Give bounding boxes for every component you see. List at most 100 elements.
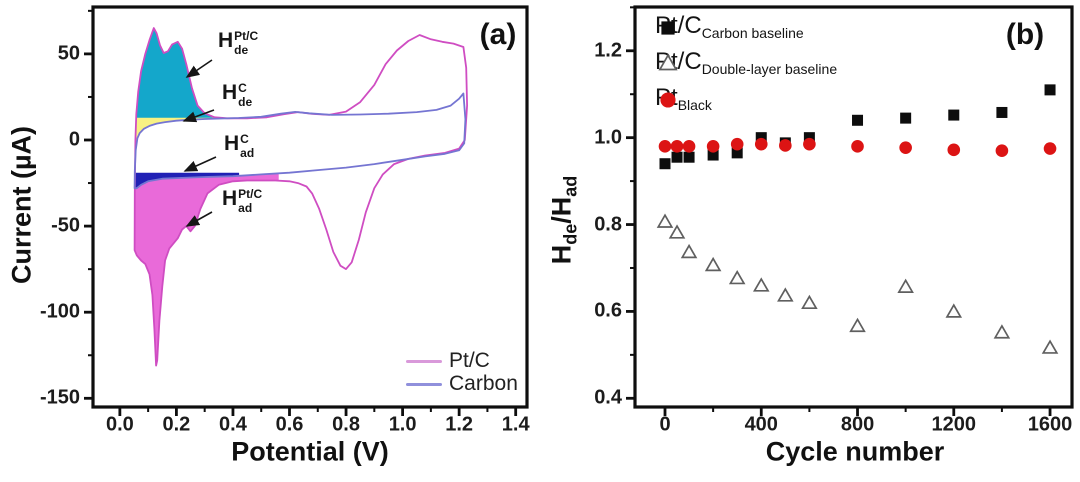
legend-marker-shape <box>658 53 678 71</box>
legend-marker-shape <box>661 21 675 35</box>
point-pt-black <box>995 144 1009 157</box>
point-pt-c-double-layer-baseline <box>849 317 866 333</box>
ylabel-slash: / <box>546 216 577 224</box>
point-pt-c-double-layer-baseline <box>656 213 674 228</box>
legend-b-sub-label: Double-layer baseline <box>701 61 838 77</box>
legend-marker-circle <box>660 92 676 108</box>
h-label-sup: Pt/C <box>234 29 259 43</box>
point-pt-c-double-layer-baseline <box>801 294 818 310</box>
point-pt-black <box>851 140 864 153</box>
point-pt-black <box>730 137 744 151</box>
point-pt-c-double-layer-baseline <box>680 243 698 259</box>
point-pt-c-double-layer-baseline <box>1041 339 1059 354</box>
point-pt-c-carbon-baseline <box>755 132 767 144</box>
legend-a-item: Pt/C <box>406 349 490 373</box>
point-pt-c-double-layer-baseline <box>704 256 722 272</box>
h-label-base: H <box>222 187 238 210</box>
annotation-arrow <box>185 211 213 227</box>
plot-box-b <box>633 5 1074 409</box>
h-label-supsub: Pt/C de <box>234 30 258 56</box>
h-region-label: H Pt/C de <box>218 30 258 56</box>
point-pt-c-double-layer-baseline <box>668 224 686 239</box>
h-label-supsub: Pt/C ad <box>238 188 262 214</box>
h-label-base: H <box>224 132 240 155</box>
legend-b-item: Pt/C Double-layer baseline <box>655 50 838 77</box>
point-pt-c-double-layer-baseline <box>897 278 914 293</box>
legend-marker-triangle-open <box>658 53 678 71</box>
panel-b-y-axis-title: Hde/Had <box>546 176 581 265</box>
point-pt-black <box>779 139 792 152</box>
h-label-sup: Pt/C <box>238 187 263 201</box>
point-pt-c-double-layer-baseline <box>728 269 746 285</box>
fill-H-de-C <box>135 117 228 144</box>
h-label-base: H <box>218 29 234 52</box>
point-pt-c-double-layer-baseline <box>945 303 963 318</box>
point-pt-c-carbon-baseline <box>900 112 912 124</box>
point-pt-c-double-layer-baseline <box>993 324 1011 339</box>
point-pt-c-double-layer-baseline <box>777 287 794 302</box>
panel-a-tag: (a) <box>479 18 517 51</box>
annotation-arrow <box>183 156 217 172</box>
plot-box-a <box>91 5 529 409</box>
point-pt-black <box>803 137 816 151</box>
point-pt-c-carbon-baseline <box>996 106 1008 118</box>
point-pt-black <box>658 140 672 153</box>
point-pt-c-carbon-baseline <box>803 132 815 144</box>
h-label-sub: de <box>238 95 253 109</box>
ylabel-sub-de: de <box>560 223 581 245</box>
ylabel-h2: H <box>546 196 577 217</box>
point-pt-black <box>670 140 684 153</box>
panel-a-x-axis-title: Potential (V) <box>231 436 389 467</box>
legend-b-item: Pt/C Carbon baseline <box>655 14 804 41</box>
point-pt-c-carbon-baseline <box>671 151 683 163</box>
legend-a-label: Carbon <box>449 372 518 395</box>
annotation-arrow <box>182 109 215 123</box>
point-pt-c-carbon-baseline <box>948 109 960 121</box>
legend-marker-square <box>661 21 675 35</box>
legend-b-sub-label: Carbon baseline <box>701 25 804 41</box>
legend-b-item: PtBlack <box>655 86 712 113</box>
h-region-label: H Pt/C ad <box>222 188 262 214</box>
h-label-sup: C <box>240 132 249 146</box>
legend-line-sample <box>406 382 442 386</box>
cv-curves <box>133 27 468 367</box>
point-pt-c-carbon-baseline <box>659 158 671 170</box>
point-pt-black <box>706 140 720 153</box>
h-label-sub: ad <box>240 146 255 160</box>
ylabel-h1: H <box>546 244 577 265</box>
panel-b-tag: (b) <box>1005 18 1045 51</box>
legend-line-sample <box>406 359 442 363</box>
legend-marker-shape <box>660 92 676 108</box>
legend-a-item: Carbon <box>406 372 518 396</box>
axes-and-ticks <box>84 5 1074 416</box>
annotation-arrow <box>185 59 213 78</box>
point-pt-black <box>947 143 961 157</box>
point-pt-black <box>899 141 912 154</box>
legend-b-sub-label: Black <box>677 97 712 113</box>
cv-curve-carbon <box>133 92 467 190</box>
point-pt-c-carbon-baseline <box>1044 84 1056 96</box>
scatter-points <box>656 84 1059 354</box>
panel-a-y-axis-title: Current (µA) <box>6 125 37 285</box>
annotation-arrows <box>182 59 217 227</box>
point-pt-c-carbon-baseline <box>683 151 695 163</box>
ylabel-sub-ad: ad <box>560 175 581 197</box>
legend-a-label: Pt/C <box>449 349 490 372</box>
h-label-sub: ad <box>238 201 253 215</box>
point-pt-black <box>754 137 768 151</box>
point-pt-black <box>1043 142 1057 155</box>
point-pt-c-double-layer-baseline <box>752 277 770 292</box>
point-pt-black <box>682 140 696 153</box>
h-label-sup: C <box>238 81 247 95</box>
point-pt-c-carbon-baseline <box>852 114 864 126</box>
h-label-base: H <box>222 81 238 104</box>
point-pt-c-carbon-baseline <box>731 147 743 159</box>
point-pt-c-carbon-baseline <box>707 149 719 161</box>
panel-b-x-axis-title: Cycle number <box>765 436 945 467</box>
